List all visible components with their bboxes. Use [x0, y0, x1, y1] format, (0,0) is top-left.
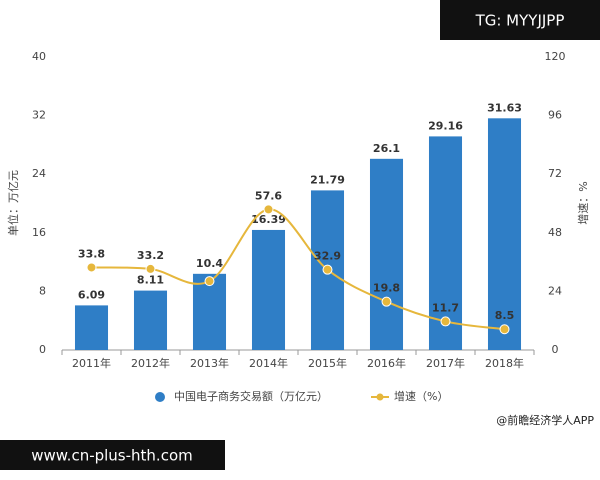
- bar: [192, 273, 227, 350]
- legend-swatch: [376, 393, 384, 401]
- line-point: [440, 316, 451, 327]
- line-value-label: 8.5: [495, 309, 515, 322]
- watermark-bottom: www.cn-plus-hth.com: [31, 447, 192, 465]
- legend-swatch: [155, 392, 165, 402]
- y2-tick-label: 48: [548, 226, 562, 239]
- bar-value-label: 16.39: [251, 213, 286, 226]
- y2-tick-label: 120: [545, 50, 566, 63]
- line-point: [204, 276, 215, 287]
- y2-axis-title: 增速：%: [576, 181, 590, 224]
- bar-value-label: 26.1: [373, 142, 400, 155]
- bar: [251, 229, 286, 350]
- x-tick-label: 2011年: [72, 356, 111, 370]
- bar: [133, 290, 168, 350]
- line-point: [145, 263, 156, 274]
- legend-label: 增速（%）: [394, 389, 448, 403]
- line-value-label: 33.8: [78, 247, 105, 260]
- bar-value-label: 21.79: [310, 173, 345, 186]
- y-tick-label: 0: [39, 343, 46, 356]
- x-tick-label: 2017年: [426, 356, 465, 370]
- line-point: [322, 264, 333, 275]
- legend-label: 中国电子商务交易额（万亿元）: [174, 389, 328, 403]
- bar: [74, 305, 109, 350]
- bar: [487, 118, 522, 351]
- bar-value-label: 6.09: [78, 288, 105, 301]
- line-value-label: 19.8: [373, 282, 400, 295]
- y-tick-label: 16: [32, 226, 46, 239]
- y2-tick-label: 96: [548, 109, 562, 122]
- y-tick-label: 40: [32, 50, 46, 63]
- x-tick-label: 2016年: [367, 356, 406, 370]
- y2-tick-label: 24: [548, 284, 562, 297]
- x-tick-label: 2015年: [308, 356, 347, 370]
- line-point: [86, 262, 97, 273]
- line-value-label: 32.9: [314, 250, 341, 263]
- watermark-box: [440, 0, 600, 40]
- line-point: [263, 204, 274, 215]
- bar: [428, 136, 463, 350]
- bar-value-label: 10.4: [196, 257, 223, 270]
- source: @前瞻经济学人APP: [496, 413, 594, 427]
- y2-tick-label: 72: [548, 167, 562, 180]
- line-value-label: 11.7: [432, 301, 459, 314]
- x-tick-label: 2014年: [249, 356, 288, 370]
- line-value-label: 33.2: [137, 249, 164, 262]
- y-tick-label: 24: [32, 167, 46, 180]
- line-point: [381, 296, 392, 307]
- y-tick-label: 32: [32, 109, 46, 122]
- x-tick-label: 2018年: [485, 356, 524, 370]
- y-axis-title: 单位：万亿元: [6, 170, 20, 236]
- line: [91, 208, 505, 331]
- watermark-top: TG: MYYJJPP: [475, 12, 565, 30]
- x-tick-label: 2012年: [131, 356, 170, 370]
- x-tick-label: 2013年: [190, 356, 229, 370]
- y-tick-label: 8: [39, 284, 46, 297]
- bar-value-label: 29.16: [428, 119, 463, 132]
- line-point: [499, 324, 510, 335]
- line-value-label: 57.6: [255, 189, 282, 202]
- watermark-box: [0, 440, 225, 470]
- bar-value-label: 31.63: [487, 101, 522, 114]
- y2-tick-label: 0: [552, 343, 559, 356]
- bar-value-label: 8.11: [137, 274, 164, 287]
- bar: [369, 158, 404, 350]
